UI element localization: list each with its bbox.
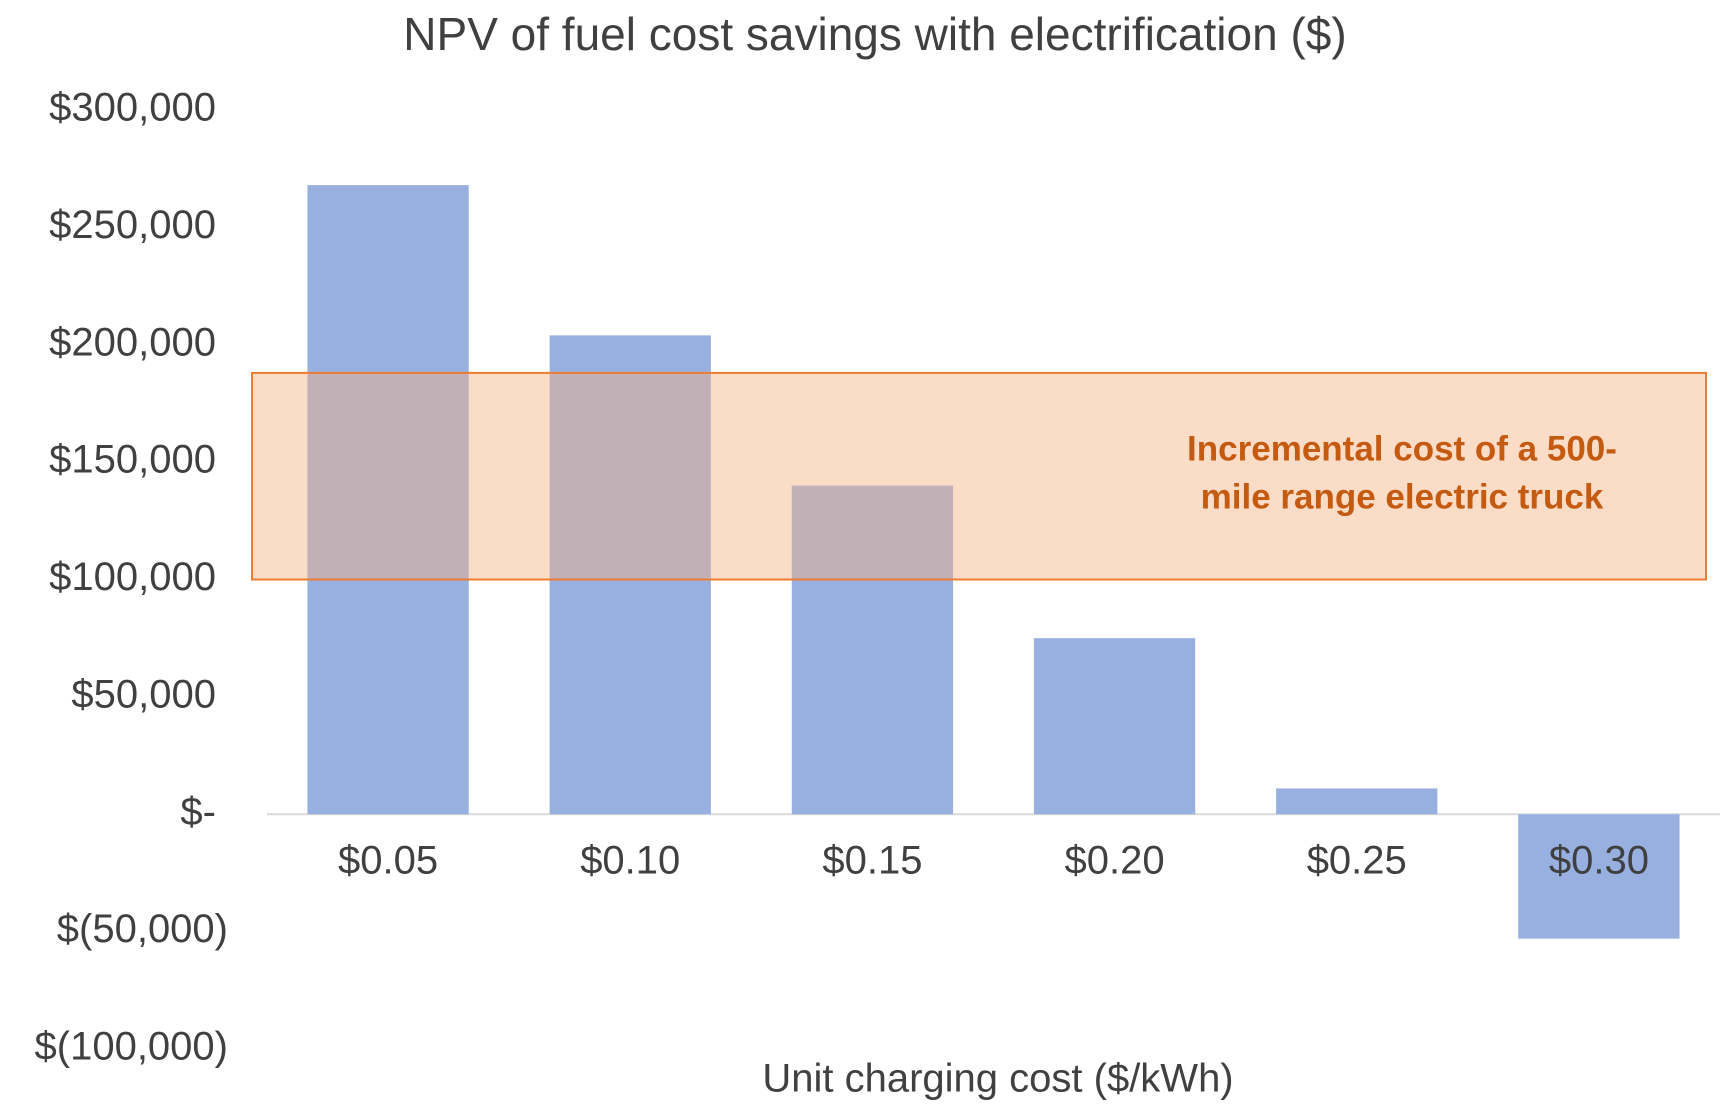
- band-label: mile range electric truck: [1201, 477, 1604, 516]
- bar: [1033, 638, 1196, 815]
- y-tick-label: $150,000: [49, 438, 216, 482]
- y-tick-label: $(50,000): [57, 907, 228, 951]
- y-tick-label: $50,000: [71, 672, 216, 716]
- y-tick-label: $200,000: [49, 320, 216, 364]
- y-tick-label: $100,000: [49, 555, 216, 599]
- y-tick-label: $250,000: [49, 203, 216, 247]
- x-tick-label: $0.30: [1549, 839, 1649, 883]
- x-tick-label: $0.15: [822, 839, 922, 883]
- y-tick-label: $300,000: [49, 86, 216, 130]
- x-tick-label: $0.20: [1065, 839, 1165, 883]
- x-tick-label: $0.25: [1307, 839, 1407, 883]
- y-tick-label: $(100,000): [35, 1025, 228, 1069]
- y-tick-label: $-: [180, 790, 216, 834]
- x-tick-label: $0.05: [338, 839, 438, 883]
- band-label: Incremental cost of a 500-: [1187, 429, 1617, 468]
- bar: [1276, 788, 1438, 815]
- bar: [1518, 814, 1680, 939]
- bar: [791, 485, 954, 815]
- x-axis-label: Unit charging cost ($/kWh): [762, 1057, 1233, 1101]
- bar: [549, 335, 711, 815]
- bar: [307, 185, 469, 815]
- x-tick-label: $0.10: [580, 839, 680, 883]
- cost-band: [251, 371, 1707, 581]
- chart-title: NPV of fuel cost savings with electrific…: [403, 8, 1346, 60]
